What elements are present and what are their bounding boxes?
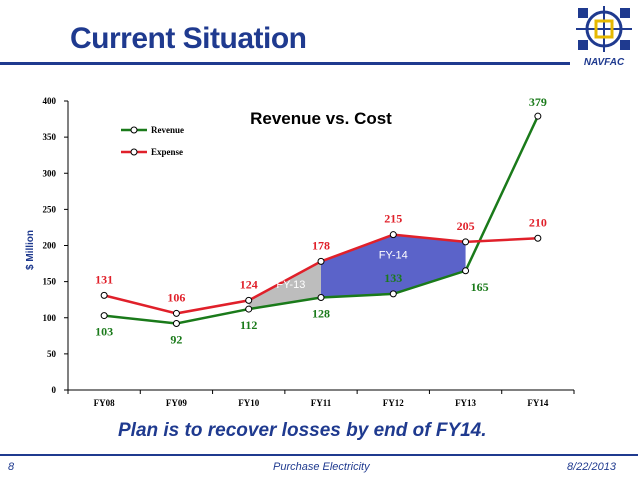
data-label-expense: 178 bbox=[312, 238, 330, 252]
x-tick-label: FY09 bbox=[166, 398, 187, 408]
data-label-revenue: 379 bbox=[529, 95, 547, 109]
legend-expense: Expense bbox=[151, 147, 183, 157]
data-point-expense bbox=[462, 238, 470, 246]
data-label-revenue: 112 bbox=[240, 318, 257, 332]
logo-text: NAVFAC bbox=[584, 57, 625, 68]
y-tick-label: 0 bbox=[52, 385, 57, 395]
y-tick-label: 50 bbox=[47, 349, 57, 359]
y-tick-label: 300 bbox=[43, 168, 57, 178]
data-label-expense: 210 bbox=[529, 215, 547, 229]
x-tick-label: FY13 bbox=[455, 398, 476, 408]
data-point-expense bbox=[317, 257, 325, 265]
y-tick-label: 250 bbox=[43, 204, 57, 214]
x-tick-label: FY08 bbox=[94, 398, 115, 408]
title-divider bbox=[0, 62, 570, 65]
data-label-expense: 215 bbox=[384, 212, 402, 226]
chart-title: Revenue vs. Cost bbox=[250, 109, 392, 128]
x-tick-label: FY10 bbox=[238, 398, 259, 408]
navfac-logo: NAVFAC bbox=[574, 4, 634, 68]
data-label-expense: 205 bbox=[457, 219, 475, 233]
data-point-expense bbox=[534, 234, 542, 242]
legend: Revenue Expense bbox=[121, 125, 184, 157]
data-point-revenue bbox=[534, 112, 542, 120]
x-tick-label: FY11 bbox=[311, 398, 332, 408]
legend-revenue: Revenue bbox=[151, 125, 184, 135]
data-label-revenue: 165 bbox=[471, 280, 489, 294]
y-tick-label: 350 bbox=[43, 132, 57, 142]
data-point-revenue bbox=[100, 312, 108, 320]
annotation-fy14: FY-14 bbox=[379, 250, 408, 262]
page-title: Current Situation bbox=[70, 22, 307, 55]
annotation-fy13: FY-13 bbox=[276, 279, 305, 291]
footer-divider bbox=[0, 454, 638, 456]
y-tick-label: 200 bbox=[43, 241, 57, 251]
data-point-revenue bbox=[317, 294, 325, 302]
data-label-expense: 124 bbox=[240, 277, 258, 291]
x-tick-label: FY12 bbox=[383, 398, 404, 408]
y-tick-label: 100 bbox=[43, 313, 57, 323]
data-point-revenue bbox=[462, 267, 470, 275]
x-tick-label: FY14 bbox=[527, 398, 548, 408]
data-point-revenue bbox=[245, 305, 253, 313]
data-label-revenue: 92 bbox=[170, 333, 182, 347]
footer-page-number: 8 bbox=[8, 461, 15, 473]
data-point-revenue bbox=[172, 320, 180, 328]
y-tick-label: 400 bbox=[43, 96, 57, 106]
slide-caption: Plan is to recover losses by end of FY14… bbox=[118, 420, 487, 441]
data-point-revenue bbox=[389, 290, 397, 298]
loss-area-fy14 bbox=[321, 234, 466, 298]
y-axis-label: $ Million bbox=[25, 230, 36, 270]
data-label-expense: 131 bbox=[95, 272, 113, 286]
data-label-revenue: 103 bbox=[95, 325, 113, 339]
y-tick-label: 150 bbox=[43, 277, 57, 287]
data-point-expense bbox=[100, 291, 108, 299]
data-point-expense bbox=[172, 309, 180, 317]
data-point-expense bbox=[389, 231, 397, 239]
data-label-expense: 106 bbox=[167, 290, 185, 304]
data-label-revenue: 133 bbox=[384, 271, 402, 285]
data-point-expense bbox=[245, 296, 253, 304]
loss-area-fy13 bbox=[248, 261, 321, 310]
footer-date: 8/22/2013 bbox=[567, 461, 616, 473]
footer-title: Purchase Electricity bbox=[273, 461, 370, 473]
data-label-revenue: 128 bbox=[312, 307, 330, 321]
